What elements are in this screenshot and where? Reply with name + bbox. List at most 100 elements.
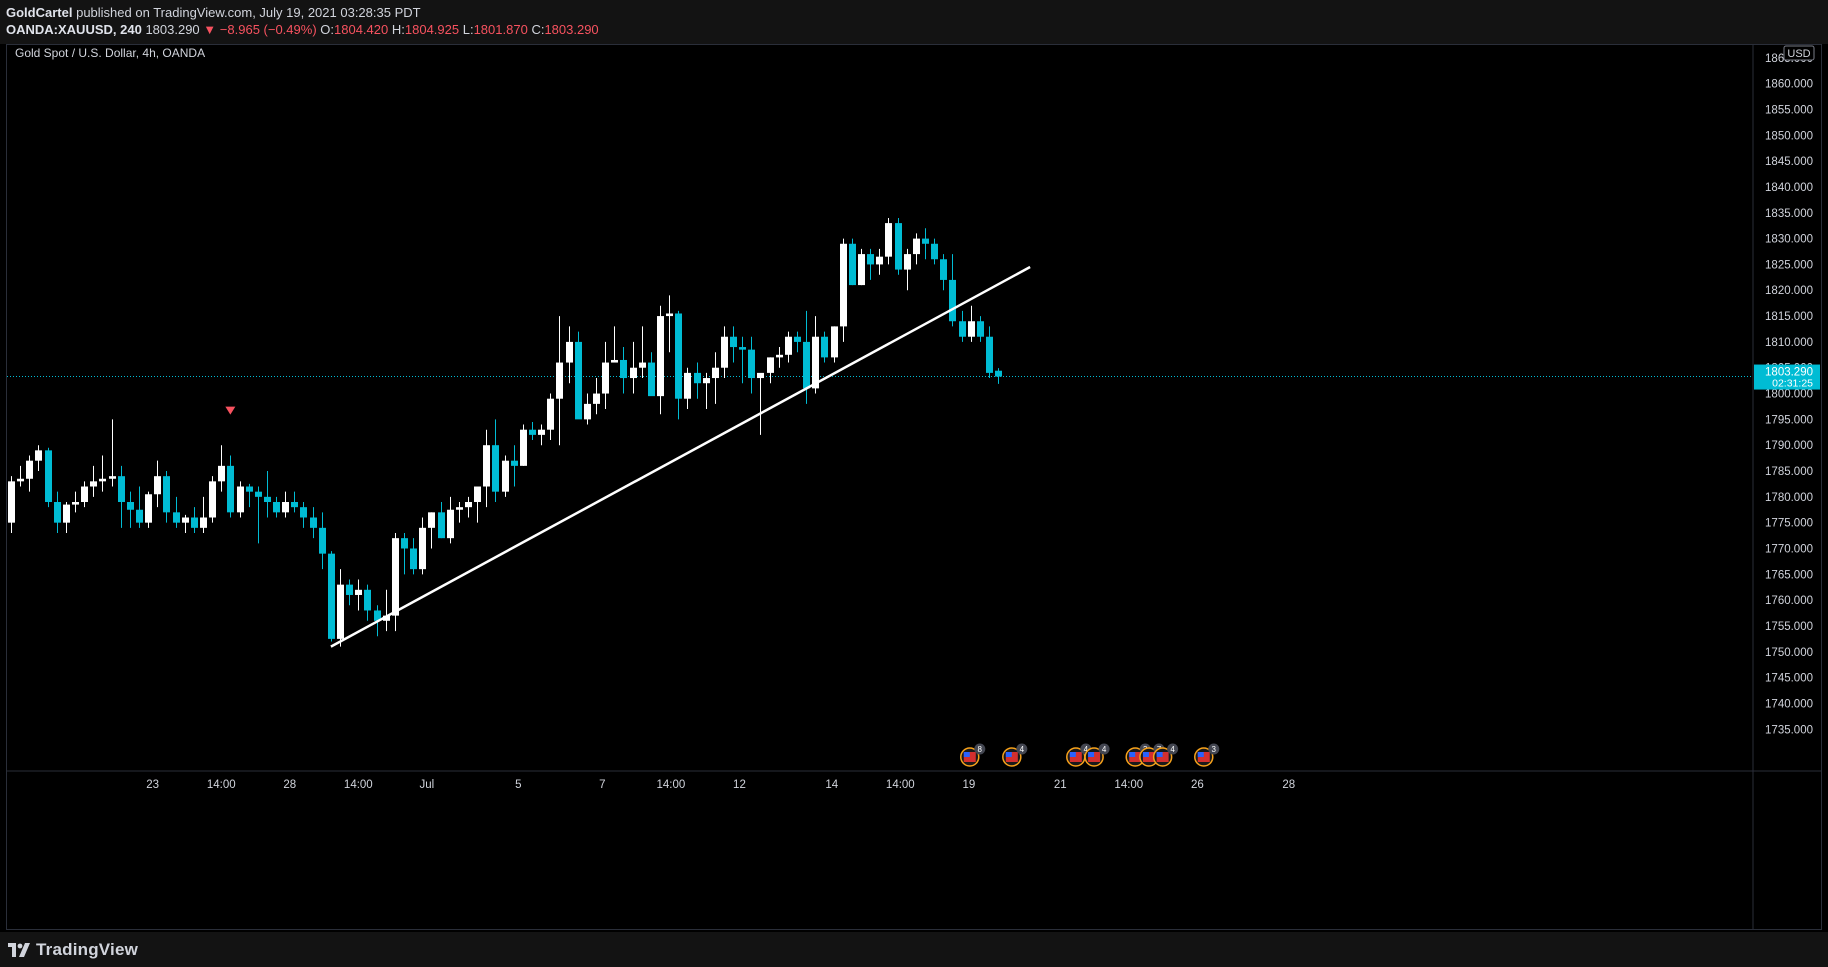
candle-body (931, 243, 938, 260)
x-tick-label: 14:00 (1114, 779, 1143, 791)
candle-body (392, 538, 399, 616)
candle-body (885, 223, 892, 257)
candle-body (163, 476, 170, 513)
y-tick-label: 1825.000 (1765, 259, 1813, 271)
x-tick-label: 28 (283, 779, 296, 791)
candle-body (511, 460, 518, 466)
candle-body (529, 429, 536, 435)
candle-body (81, 486, 88, 503)
flag-canton (1142, 752, 1149, 757)
low-value: 1801.870 (473, 22, 528, 37)
x-tick-label: 21 (1054, 779, 1067, 791)
x-tick-label: 14 (825, 779, 838, 791)
candle-body (602, 362, 609, 394)
flag-canton (1197, 752, 1204, 757)
candle-body (949, 279, 956, 322)
candle-body (419, 527, 426, 570)
candle-body (90, 481, 97, 487)
candle-body (712, 367, 719, 379)
event-count: 4 (1102, 745, 1107, 754)
signal-marker-icon (225, 406, 236, 415)
candle-body (767, 357, 774, 373)
candle-body (703, 378, 710, 384)
candle-body (17, 478, 24, 482)
candle-body (620, 359, 627, 379)
candle-body (300, 507, 307, 518)
candle-body (794, 336, 801, 342)
candle-body (310, 517, 317, 528)
candle-body (447, 509, 454, 539)
flag-canton (963, 752, 970, 757)
candle-body (118, 476, 125, 503)
trendline (330, 265, 1031, 648)
symbol-info: OANDA:XAUUSD, 240 1803.290 ▼ −8.965 (−0.… (6, 22, 599, 38)
x-tick-label: 5 (515, 779, 521, 791)
author-name[interactable]: GoldCartel (6, 5, 73, 20)
candle-body (237, 486, 244, 513)
event-count-badge (1208, 743, 1220, 755)
y-tick-label: 1735.000 (1765, 724, 1813, 736)
candle-body (584, 403, 591, 420)
candle-body (374, 610, 381, 621)
x-tick-label: 14:00 (886, 779, 915, 791)
event-count-badge (974, 743, 986, 755)
candle-body (191, 517, 198, 528)
open-value: 1804.420 (334, 22, 389, 37)
candle-body (566, 341, 573, 363)
candle-body (474, 486, 481, 503)
tradingview-logo[interactable]: TradingView (8, 940, 138, 960)
y-tick-label: 1750.000 (1765, 647, 1813, 659)
candle-body (337, 584, 344, 639)
candle-body (648, 362, 655, 397)
close-label: C: (531, 22, 545, 37)
candle-body (401, 538, 408, 549)
candle-body (182, 517, 189, 523)
candle-body (99, 478, 106, 482)
chart-footer: TradingView (0, 932, 1828, 967)
x-tick-label: Jul (420, 779, 435, 791)
candle-body (694, 372, 701, 384)
candle-body (904, 254, 911, 270)
event-count: 4 (1084, 745, 1089, 754)
y-tick-label: 1845.000 (1765, 156, 1813, 168)
candle-body (940, 259, 947, 280)
candle-body (922, 238, 929, 244)
candle-body (986, 336, 993, 373)
x-tick-label: 14:00 (657, 779, 686, 791)
flag-canton (1069, 752, 1076, 757)
candle-body (355, 589, 362, 595)
y-tick-label: 1755.000 (1765, 621, 1813, 633)
symbol-label[interactable]: OANDA:XAUUSD, 240 (6, 22, 142, 37)
candle-body (383, 615, 390, 621)
candle-body (959, 321, 966, 337)
candle-body (109, 476, 116, 479)
candle-body (639, 362, 646, 368)
candle-body (282, 502, 289, 513)
candle-body (821, 336, 828, 358)
candle-body (876, 256, 883, 265)
y-tick-label: 1835.000 (1765, 208, 1813, 220)
down-triangle-icon: ▼ (203, 22, 217, 37)
candle-body (913, 238, 920, 255)
open-label: O: (320, 22, 335, 37)
y-tick-label: 1790.000 (1765, 440, 1813, 452)
price-change: −8.965 (−0.49%) (219, 22, 317, 37)
event-count-badge (1167, 743, 1179, 755)
chart-frame[interactable]: Gold Spot / U.S. Dollar, 4h, OANDA 1735.0… (6, 44, 1822, 930)
close-value: 1803.290 (544, 22, 599, 37)
high-value: 1804.925 (404, 22, 460, 37)
candle-body (666, 313, 673, 317)
candle-body (757, 372, 764, 379)
event-count: 4 (1020, 745, 1025, 754)
price-chart[interactable]: Gold Spot / U.S. Dollar, 4h, OANDA 1735.0… (7, 45, 1821, 929)
candle-body (456, 507, 463, 510)
candle-body (26, 460, 33, 479)
y-tick-label: 1840.000 (1765, 182, 1813, 194)
candle-body (968, 321, 975, 337)
candle-body (547, 398, 554, 430)
current-price-label-box (1754, 364, 1820, 390)
high-label: H: (391, 22, 405, 37)
countdown-label: 02:31:25 (1772, 378, 1813, 390)
chart-title: Gold Spot / U.S. Dollar, 4h, OANDA (15, 46, 205, 60)
y-tick-label: 1820.000 (1765, 285, 1813, 297)
